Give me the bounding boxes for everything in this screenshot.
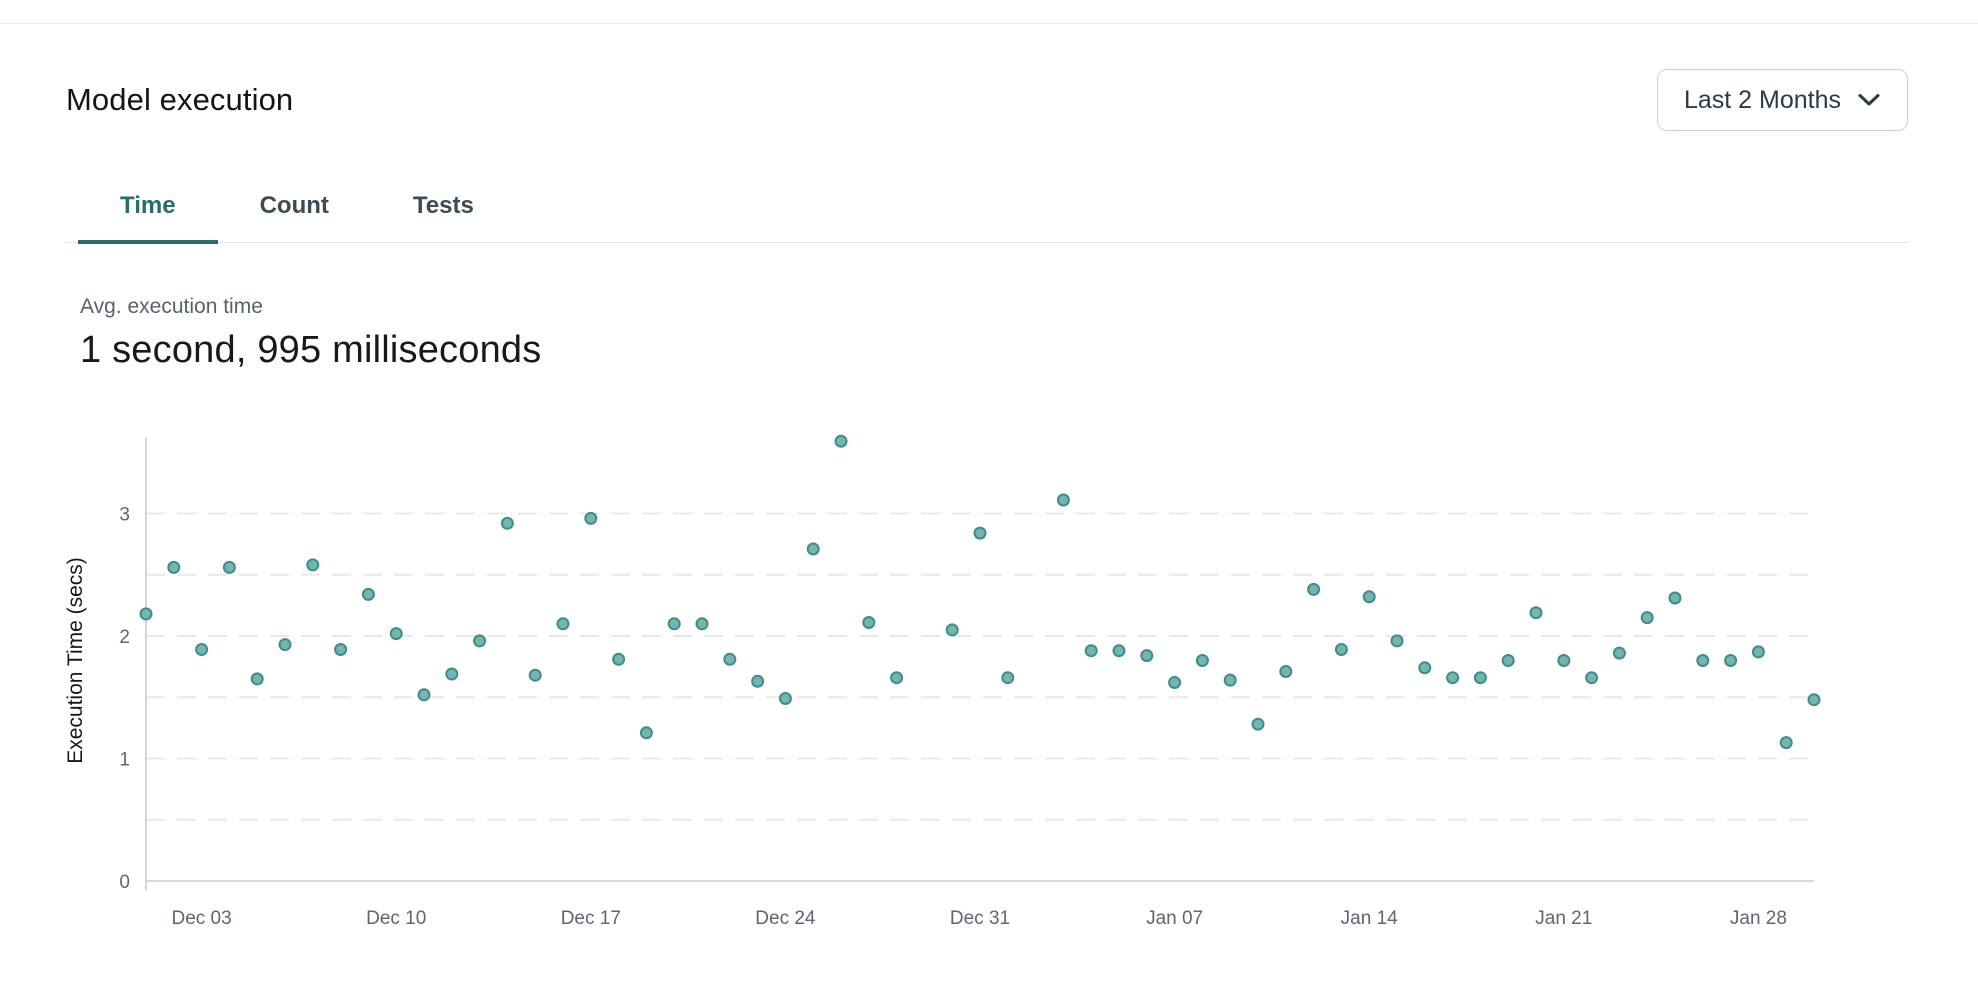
x-tick-label: Jan 14 — [1341, 908, 1398, 929]
data-point — [417, 688, 431, 702]
data-point — [250, 672, 264, 686]
x-tick-label: Jan 21 — [1535, 908, 1592, 929]
data-point — [1807, 693, 1821, 707]
data-point — [584, 511, 598, 525]
data-point — [556, 617, 570, 631]
y-tick-label: 0 — [119, 872, 130, 893]
x-tick-label: Jan 28 — [1730, 908, 1787, 929]
x-tick-label: Dec 17 — [561, 908, 621, 929]
y-tick-label: 1 — [119, 750, 130, 771]
stat-label: Avg. execution time — [80, 295, 263, 318]
tab-count[interactable]: Count — [259, 192, 329, 219]
data-point — [1668, 591, 1682, 605]
time-range-dropdown[interactable]: Last 2 Months — [1656, 69, 1908, 131]
x-tick-label: Dec 03 — [171, 908, 231, 929]
data-point — [890, 671, 904, 685]
data-point — [1251, 717, 1265, 731]
data-point — [361, 587, 375, 601]
data-point — [1140, 649, 1154, 663]
data-point — [1307, 582, 1321, 596]
data-point — [834, 434, 848, 448]
y-axis-title: Execution Time (secs) — [66, 557, 87, 764]
data-point — [1168, 676, 1182, 689]
avg-execution-stat: Avg. execution time 1 second, 995 millis… — [80, 295, 1908, 372]
data-point — [1362, 590, 1376, 604]
x-tick-label: Dec 31 — [950, 908, 1010, 929]
x-tick-label: Jan 07 — [1146, 908, 1203, 929]
tab-tests[interactable]: Tests — [412, 192, 474, 219]
data-point — [695, 617, 709, 631]
data-point — [1195, 654, 1209, 667]
data-point — [1112, 644, 1126, 658]
x-tick-label: Dec 10 — [366, 908, 426, 929]
data-point — [139, 607, 153, 621]
tab-time[interactable]: Time — [78, 192, 218, 244]
data-point — [473, 634, 487, 648]
metric-tabs: Time Count Tests — [66, 192, 1908, 244]
data-point — [1334, 643, 1348, 656]
data-point — [751, 674, 765, 688]
scatter-plot: 0 1 2 3 Execution Time (secs) Dec 03 Dec 10 Dec… — [66, 434, 1821, 929]
data-point — [1446, 671, 1460, 685]
data-point — [945, 623, 959, 637]
data-point — [1473, 671, 1487, 685]
data-point — [639, 726, 653, 740]
data-point — [306, 558, 320, 572]
data-point — [1612, 646, 1626, 660]
y-tick-label: 2 — [119, 627, 130, 648]
data-point — [1390, 634, 1404, 648]
data-point — [1751, 645, 1765, 659]
data-point — [195, 643, 209, 656]
data-point — [1585, 671, 1599, 685]
data-point — [1001, 671, 1015, 685]
panel-header: Model execution Last 2 Months — [66, 68, 1908, 132]
data-point — [1501, 654, 1515, 667]
data-point — [334, 643, 348, 656]
data-point — [167, 560, 181, 574]
data-point — [1418, 661, 1432, 675]
data-point — [973, 526, 987, 540]
page-title: Model execution — [66, 82, 294, 117]
data-point — [1724, 654, 1738, 667]
data-point — [445, 667, 459, 681]
data-point — [1640, 611, 1654, 625]
data-point — [1223, 673, 1237, 687]
data-point — [389, 627, 403, 641]
page-top-divider — [0, 0, 1978, 24]
time-range-dropdown-label: Last 2 Months — [1683, 85, 1841, 114]
data-point — [1056, 493, 1070, 507]
data-point — [1557, 654, 1571, 667]
data-point — [1696, 654, 1710, 667]
data-point — [500, 516, 514, 530]
model-execution-panel: Model execution Last 2 Months Time Count… — [0, 68, 1978, 938]
data-point — [806, 542, 820, 556]
data-point — [528, 668, 542, 682]
data-point — [862, 616, 876, 629]
data-point — [612, 652, 626, 666]
data-point — [1084, 644, 1098, 658]
data-point — [723, 652, 737, 666]
data-point — [778, 692, 792, 705]
data-point — [1779, 736, 1793, 750]
data-point — [667, 617, 681, 631]
data-point — [1279, 665, 1293, 678]
y-tick-label: 3 — [119, 505, 130, 526]
x-tick-label: Dec 24 — [755, 908, 816, 929]
data-point — [278, 638, 292, 652]
data-point — [222, 560, 236, 574]
data-point — [1529, 606, 1543, 620]
chevron-down-icon — [1857, 93, 1881, 107]
execution-time-chart: 0 1 2 3 Execution Time (secs) Dec 03 Dec 10 Dec… — [66, 426, 1908, 938]
stat-value: 1 second, 995 milliseconds — [80, 329, 542, 371]
